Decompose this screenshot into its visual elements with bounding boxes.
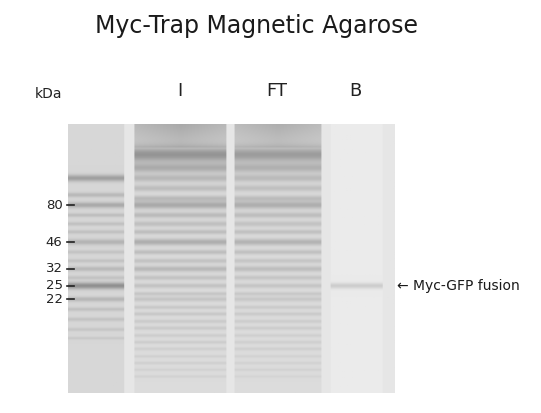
Text: 46: 46: [46, 235, 63, 249]
Text: B: B: [349, 82, 361, 100]
Text: Myc-Trap Magnetic Agarose: Myc-Trap Magnetic Agarose: [95, 14, 418, 38]
Text: I: I: [177, 82, 182, 100]
Text: 32: 32: [45, 262, 63, 275]
Text: 80: 80: [46, 199, 63, 211]
Text: kDa: kDa: [35, 87, 62, 101]
Text: FT: FT: [267, 82, 287, 100]
Text: 22: 22: [45, 292, 63, 306]
Text: 25: 25: [45, 279, 63, 292]
Text: ← Myc-GFP fusion: ← Myc-GFP fusion: [397, 279, 519, 293]
